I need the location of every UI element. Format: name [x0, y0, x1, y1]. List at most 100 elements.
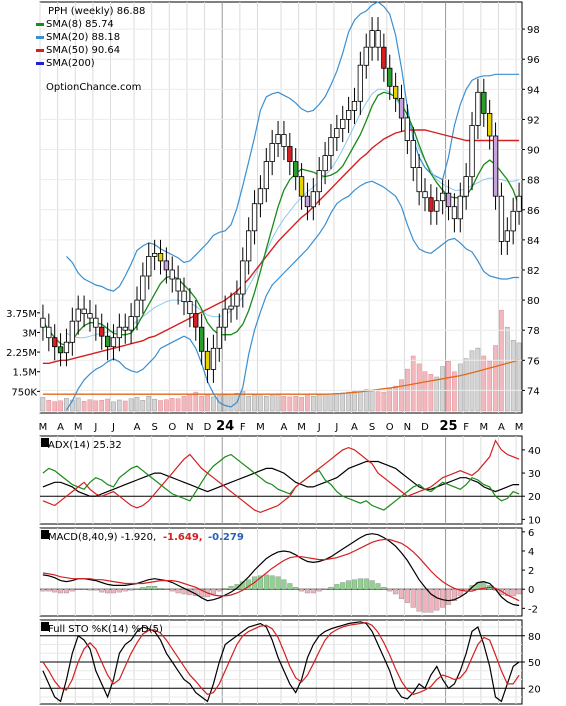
candle-body: [110, 337, 117, 348]
candle-body: [263, 161, 270, 190]
candle-body: [345, 110, 352, 120]
candle-body: [469, 125, 475, 178]
volume-bar: [334, 393, 340, 412]
volume-bar: [246, 396, 252, 412]
candle-body: [116, 326, 122, 339]
macd-histogram-bar: [381, 587, 387, 590]
macd-histogram-bar: [46, 589, 52, 592]
macd-histogram-bar: [451, 589, 458, 601]
x-axis-label: A: [57, 422, 64, 433]
x-axis-label: F: [240, 422, 246, 433]
volume-bar: [81, 401, 87, 412]
candle-body: [498, 195, 505, 242]
macd-histogram-bar: [263, 574, 269, 590]
macd-panel-tick-label: 0: [528, 585, 534, 596]
macd-histogram-bar: [140, 587, 146, 590]
candle-body: [75, 308, 81, 322]
macd-histogram-bar: [116, 589, 122, 593]
candle-body: [504, 230, 511, 242]
candle-body: [257, 188, 264, 205]
x-axis-label: D: [204, 422, 212, 433]
candle-body: [375, 30, 381, 48]
macd-histogram-bar: [510, 589, 516, 597]
candle-body: [140, 275, 146, 301]
x-axis-label: A: [134, 422, 141, 433]
sto-legend-swatch: [41, 622, 49, 631]
candle-body: [457, 195, 463, 220]
volume-bar: [64, 398, 69, 412]
macd-histogram-bar: [63, 589, 69, 594]
candle-body: [492, 135, 499, 197]
x-axis-label: O: [386, 422, 394, 433]
macd-histogram-bar: [416, 589, 422, 612]
candle-body: [128, 316, 134, 331]
volume-bar: [340, 392, 346, 412]
candle-body: [328, 137, 334, 157]
macd-histogram-bar: [369, 580, 375, 590]
candle-body: [434, 200, 440, 212]
candle-body: [193, 313, 199, 328]
macd-histogram-bar: [163, 589, 169, 590]
macd-title: MACD(8,40,9) -1.920,: [48, 532, 156, 543]
volume-bar: [469, 350, 475, 412]
legend-label: SMA(200): [46, 58, 95, 69]
candle-body: [198, 326, 205, 352]
candle-body: [210, 347, 217, 370]
macd-histogram-bar: [216, 589, 222, 592]
candle-body: [234, 293, 240, 307]
macd-histogram-bar: [304, 589, 311, 594]
volume-bar: [181, 396, 187, 412]
candle-body: [228, 305, 234, 310]
candle-body: [439, 192, 446, 202]
volume-bar: [422, 371, 428, 412]
sma8-line: [42, 91, 520, 347]
candle-body: [46, 326, 52, 339]
candle-body: [269, 143, 275, 163]
x-axis-label: M: [74, 422, 83, 433]
macd-histogram-bar: [293, 587, 299, 590]
candle-body: [428, 197, 434, 212]
price-tick-label: 80: [527, 296, 540, 307]
volume-bar: [93, 400, 99, 412]
sto-title: Full STO %K(14) %D(5): [48, 624, 163, 635]
macd-histogram-bar: [269, 575, 275, 590]
macd-histogram-bar: [52, 589, 58, 593]
macd-panel-series-line: [42, 538, 520, 602]
macd-histogram-bar: [146, 586, 152, 590]
candle-body: [392, 85, 399, 99]
volume-tick-label: 3.75M: [6, 309, 37, 320]
volume-bar: [111, 401, 116, 412]
price-tick-label: 88: [527, 176, 540, 187]
macd-histogram-bar: [299, 589, 305, 592]
candle-body: [298, 176, 305, 197]
macd-histogram-bar: [363, 578, 369, 590]
volume-tick-label: 1.5M: [12, 368, 37, 379]
x-axis-label: M: [479, 422, 488, 433]
macd-histogram-bar: [134, 589, 140, 590]
price-tick-label: 84: [527, 236, 540, 247]
volume-bar: [487, 360, 493, 412]
volume-bar: [352, 390, 357, 412]
volume-bar: [187, 393, 193, 412]
volume-bar: [46, 400, 52, 412]
x-axis-label: D: [421, 422, 429, 433]
macd-histogram-bar: [351, 579, 358, 590]
macd-histogram-bar: [398, 589, 405, 600]
x-axis-label: J: [334, 422, 338, 433]
candle-body: [481, 91, 487, 114]
macd-histogram-bar: [434, 589, 440, 611]
macd-histogram-bar: [58, 589, 64, 594]
candle-body: [510, 210, 516, 232]
macd-histogram-bar: [334, 584, 340, 590]
candle-body: [151, 252, 158, 257]
macd-histogram-bar: [316, 589, 322, 592]
volume-bar: [164, 399, 169, 412]
candle-body: [93, 317, 99, 328]
volume-bar: [228, 393, 234, 412]
macd-legend-swatch: [41, 530, 49, 539]
candle-body: [387, 67, 393, 87]
adx-panel-series-line: [42, 439, 520, 514]
volume-bar: [504, 326, 510, 412]
x-axis-label: O: [168, 422, 176, 433]
volume-bar: [281, 396, 287, 412]
